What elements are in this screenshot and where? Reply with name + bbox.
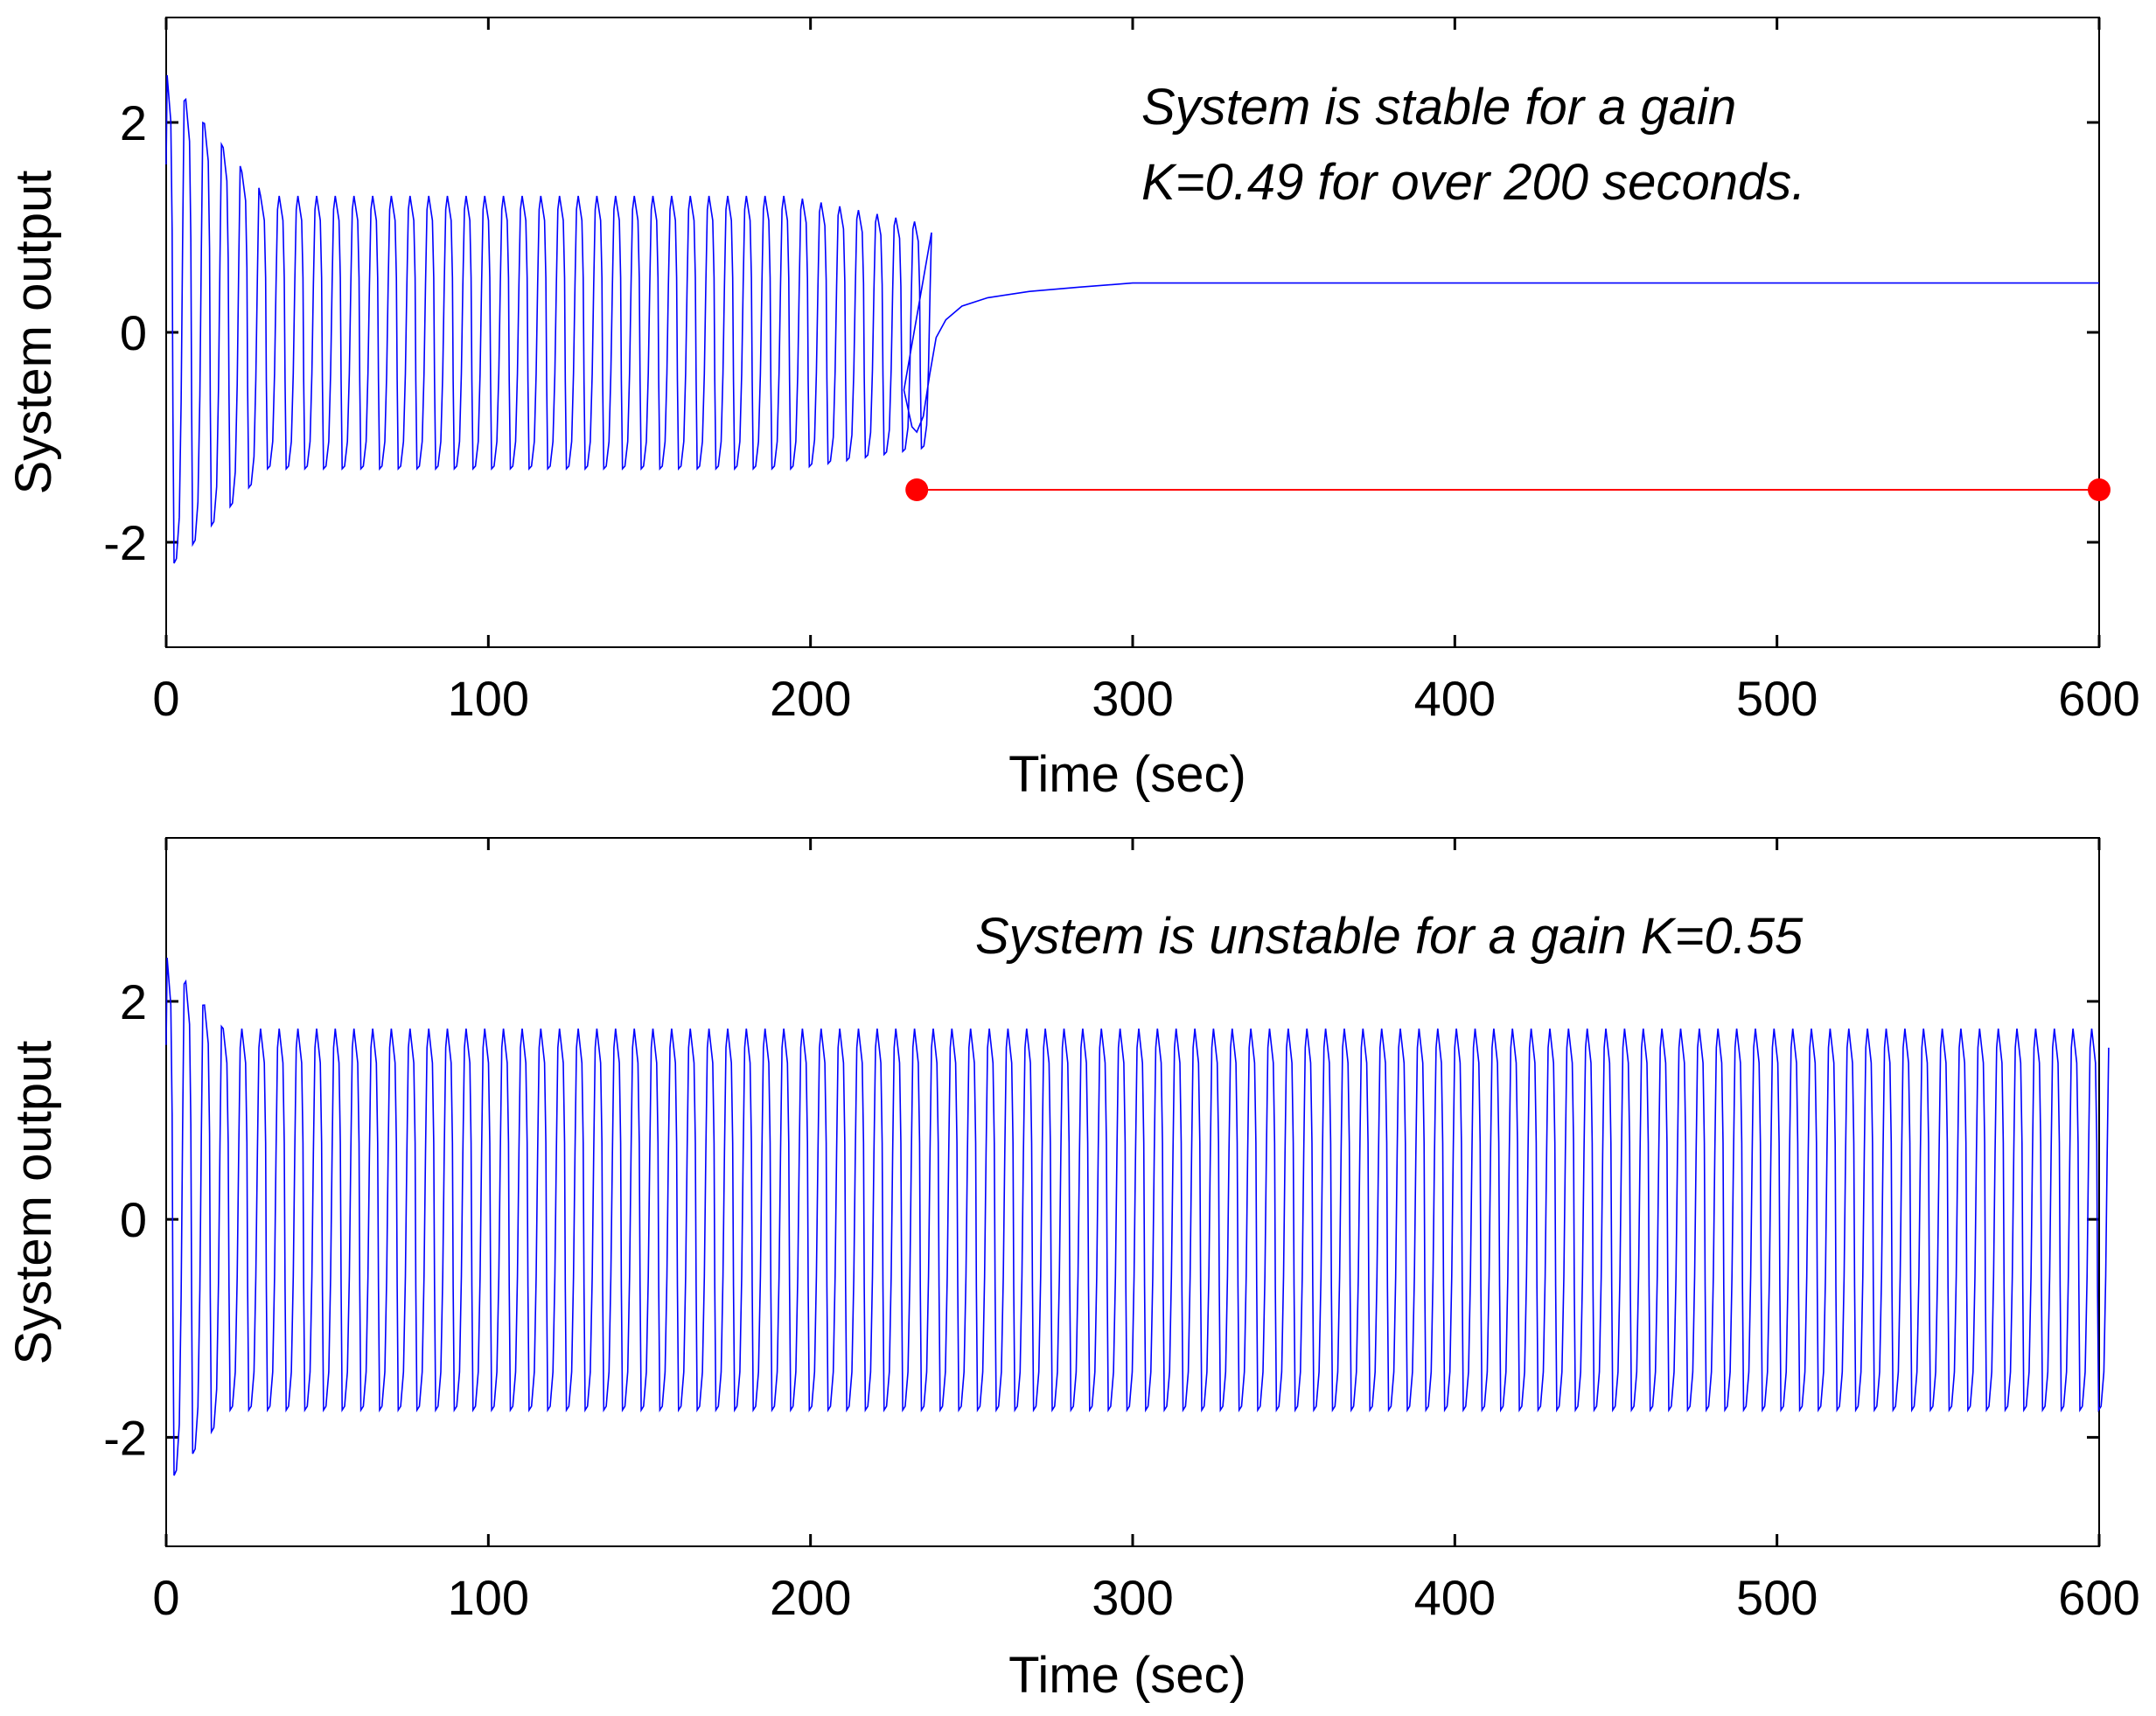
top-x-tick-label-600: 600 — [2058, 671, 2139, 726]
top-marker-point-0 — [905, 478, 929, 501]
top-annotation-line-1: System is stable for a gain — [1141, 79, 1736, 136]
top-y-tick-label-2: 2 — [120, 95, 147, 150]
bottom-series-group — [165, 958, 2110, 1476]
top-chart-panel: 0 100 200 300 400 500 600 -2 0 2 System is stable… — [5, 17, 2140, 803]
top-x-tick-label-0: 0 — [152, 671, 179, 726]
top-y-tick-label--2: -2 — [103, 515, 147, 570]
top-x-tick-label-300: 300 — [1092, 671, 1173, 726]
top-series-group — [165, 74, 2111, 564]
top-marker-point-1 — [2088, 478, 2111, 501]
bottom-x-tick-label-200: 200 — [770, 1570, 851, 1625]
top-x-axis-label: Time (sec) — [1008, 746, 1246, 803]
bottom-x-tick-label-100: 100 — [448, 1570, 529, 1625]
top-ticks: 0 100 200 300 400 500 600 -2 0 2 — [103, 17, 2140, 726]
top-plot-frame — [165, 17, 2100, 648]
bottom-x-tick-label-500: 500 — [1736, 1570, 1818, 1625]
bottom-plot-frame — [165, 837, 2100, 1547]
bottom-x-tick-label-300: 300 — [1092, 1570, 1173, 1625]
bottom-y-tick-label--2: -2 — [103, 1410, 147, 1465]
bottom-chart-panel: 0 100 200 300 400 500 600 -2 0 2 System is unstab… — [5, 837, 2140, 1704]
top-series-line-output — [165, 74, 2099, 564]
top-annotation-line-2: K=0.49 for over 200 seconds. — [1141, 154, 1805, 211]
bottom-x-tick-label-0: 0 — [152, 1570, 179, 1625]
bottom-x-axis-label: Time (sec) — [1008, 1647, 1246, 1704]
top-x-tick-label-500: 500 — [1736, 671, 1818, 726]
bottom-ticks: 0 100 200 300 400 500 600 -2 0 2 — [103, 838, 2140, 1625]
bottom-y-tick-label-0: 0 — [120, 1192, 147, 1247]
top-y-axis-label: System output — [5, 171, 62, 495]
top-x-tick-label-400: 400 — [1414, 671, 1496, 726]
bottom-x-tick-label-400: 400 — [1414, 1570, 1496, 1625]
top-x-tick-label-200: 200 — [770, 671, 851, 726]
top-y-tick-label-0: 0 — [120, 305, 147, 360]
top-x-tick-label-100: 100 — [448, 671, 529, 726]
bottom-y-tick-label-2: 2 — [120, 974, 147, 1029]
bottom-y-axis-label: System output — [5, 1041, 62, 1365]
bottom-series-line-output — [165, 958, 2110, 1476]
bottom-x-tick-label-600: 600 — [2058, 1570, 2139, 1625]
bottom-annotation-line-1: System is unstable for a gain K=0.55 — [975, 908, 1804, 965]
